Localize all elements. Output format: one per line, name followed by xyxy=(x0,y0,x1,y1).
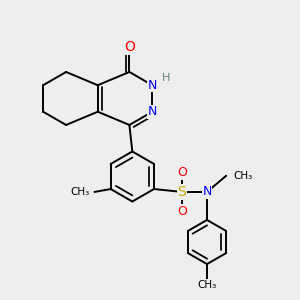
Text: CH₃: CH₃ xyxy=(71,187,90,197)
Text: O: O xyxy=(124,40,135,54)
Text: CH₃: CH₃ xyxy=(197,280,217,290)
Text: N: N xyxy=(148,105,157,118)
Text: H: H xyxy=(161,73,170,83)
Text: O: O xyxy=(177,205,187,218)
Text: CH₃: CH₃ xyxy=(233,171,253,181)
Text: N: N xyxy=(202,185,212,199)
Text: S: S xyxy=(178,185,186,199)
Text: N: N xyxy=(148,79,157,92)
Text: O: O xyxy=(177,166,187,179)
